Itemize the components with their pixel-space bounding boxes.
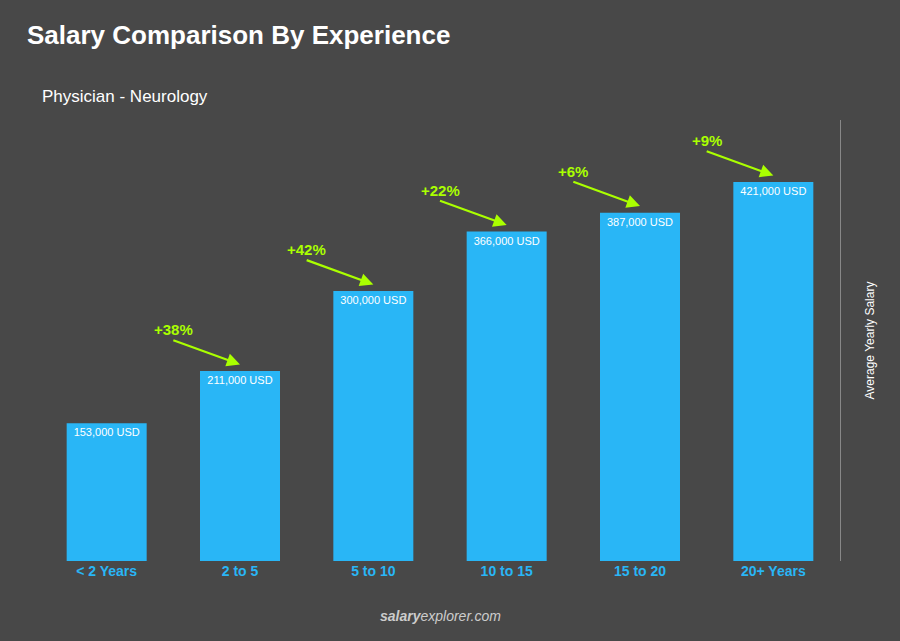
svg-text:387,000 USD: 387,000 USD <box>607 216 673 228</box>
svg-text:+22%: +22% <box>421 182 460 199</box>
svg-text:< 2 Years: < 2 Years <box>76 563 137 579</box>
svg-text:300,000 USD: 300,000 USD <box>340 294 406 306</box>
svg-text:2 to 5: 2 to 5 <box>222 563 259 579</box>
svg-text:211,000 USD: 211,000 USD <box>207 374 272 386</box>
svg-text:salaryexplorer.com: salaryexplorer.com <box>380 608 501 624</box>
svg-text:366,000 USD: 366,000 USD <box>474 235 540 247</box>
svg-text:Average Yearly Salary: Average Yearly Salary <box>863 282 877 400</box>
svg-text:10 to 15: 10 to 15 <box>481 563 533 579</box>
svg-text:421,000 USD: 421,000 USD <box>740 185 806 197</box>
svg-text:5 to 10: 5 to 10 <box>351 563 396 579</box>
svg-text:+9%: +9% <box>692 132 722 149</box>
svg-text:Physician - Neurology: Physician - Neurology <box>42 87 208 106</box>
svg-text:Salary Comparison By Experienc: Salary Comparison By Experience <box>27 20 450 50</box>
svg-text:+6%: +6% <box>558 163 588 180</box>
svg-text:15 to 20: 15 to 20 <box>614 563 666 579</box>
svg-text:+38%: +38% <box>154 321 193 338</box>
svg-text:153,000 USD: 153,000 USD <box>74 426 140 438</box>
svg-text:+42%: +42% <box>287 241 326 258</box>
svg-text:20+ Years: 20+ Years <box>741 563 806 579</box>
